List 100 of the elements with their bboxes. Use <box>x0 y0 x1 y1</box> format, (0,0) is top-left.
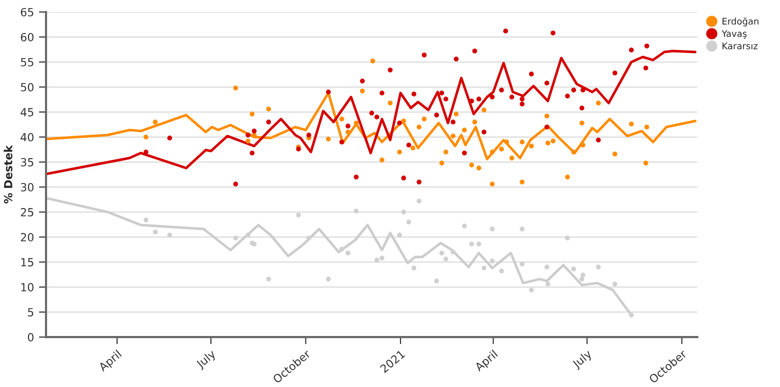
y-tick-label: 20 <box>20 233 34 242</box>
y-tick-label: 65 <box>20 8 34 16</box>
point <box>360 88 365 94</box>
point <box>528 288 534 292</box>
point <box>499 146 504 152</box>
point <box>565 94 570 98</box>
point <box>250 112 255 116</box>
y-tick-label: 10 <box>21 283 34 292</box>
point <box>643 66 648 70</box>
point <box>443 150 448 154</box>
point <box>469 242 474 246</box>
y-tick-label: 40 <box>20 133 34 142</box>
point <box>565 174 570 180</box>
y-tick-label: 50 <box>20 82 34 92</box>
point <box>326 136 331 142</box>
point <box>233 86 238 90</box>
point <box>406 220 412 224</box>
point <box>374 114 380 120</box>
point <box>580 88 586 92</box>
point <box>544 264 550 270</box>
point <box>354 208 359 214</box>
point <box>469 162 474 168</box>
point <box>580 272 586 278</box>
line-series <box>46 196 633 316</box>
y-tick-label: 25 <box>20 208 34 216</box>
point <box>454 112 459 116</box>
point <box>252 128 257 134</box>
point <box>346 124 350 128</box>
point <box>462 224 467 228</box>
point <box>306 236 312 240</box>
point <box>401 176 406 180</box>
point <box>397 232 402 238</box>
point <box>544 124 550 130</box>
point <box>503 28 508 34</box>
point <box>520 180 525 184</box>
point <box>509 156 514 160</box>
point <box>266 120 272 124</box>
point <box>528 72 534 76</box>
point <box>326 90 331 94</box>
point <box>490 150 495 154</box>
point <box>144 150 148 154</box>
point <box>579 276 584 282</box>
point <box>476 96 482 102</box>
point <box>476 242 482 246</box>
point <box>250 150 255 156</box>
point <box>416 124 422 130</box>
point <box>628 122 634 126</box>
point <box>152 230 158 234</box>
point <box>346 250 350 256</box>
point <box>596 100 601 106</box>
y-tick-label: 60 <box>20 32 34 42</box>
point <box>462 128 467 132</box>
point <box>346 130 350 134</box>
point <box>490 258 495 264</box>
point <box>360 78 365 84</box>
y-tick-label: 15 <box>21 258 34 266</box>
legend-label: Kararsız <box>722 42 758 50</box>
point <box>520 96 525 102</box>
point <box>434 112 439 118</box>
point <box>369 110 374 116</box>
point <box>509 94 514 100</box>
point <box>439 160 444 166</box>
point <box>628 312 634 318</box>
legend-label: Yavaş <box>722 30 747 39</box>
point <box>339 116 344 122</box>
point <box>612 282 618 286</box>
point <box>644 44 650 48</box>
point <box>422 52 427 58</box>
point <box>354 174 359 180</box>
line-series <box>46 50 697 176</box>
point <box>628 48 634 52</box>
point <box>596 138 601 142</box>
point <box>490 226 495 232</box>
point <box>450 134 456 138</box>
point <box>565 236 570 240</box>
point <box>306 132 312 138</box>
point <box>233 182 238 186</box>
y-tick-label: 0 <box>28 333 34 342</box>
point <box>354 120 359 126</box>
point <box>439 250 444 256</box>
point <box>401 210 406 214</box>
y-tick-label: 45 <box>20 108 34 116</box>
point <box>612 152 618 156</box>
point <box>380 256 384 260</box>
point <box>412 92 416 96</box>
point <box>144 218 148 222</box>
point <box>472 120 478 124</box>
point <box>490 94 495 100</box>
point <box>397 150 402 154</box>
legend-label: Erdoğan <box>722 17 758 26</box>
point <box>520 262 525 266</box>
y-tick-label: 35 <box>20 158 34 166</box>
point <box>144 134 148 140</box>
point <box>152 120 158 124</box>
point <box>443 256 448 262</box>
point <box>579 106 584 110</box>
point <box>339 246 344 252</box>
point <box>450 120 456 124</box>
point <box>571 266 576 272</box>
point <box>370 58 376 64</box>
